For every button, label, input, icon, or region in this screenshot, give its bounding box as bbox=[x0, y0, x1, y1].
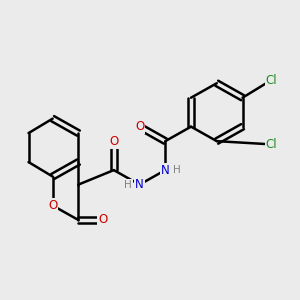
Text: O: O bbox=[109, 135, 119, 148]
Text: O: O bbox=[48, 199, 57, 212]
Text: Cl: Cl bbox=[266, 74, 277, 86]
Text: N: N bbox=[161, 164, 170, 177]
Text: N: N bbox=[135, 178, 144, 191]
Text: O: O bbox=[135, 120, 144, 133]
Text: H: H bbox=[173, 165, 180, 175]
Text: H: H bbox=[124, 180, 132, 190]
Text: O: O bbox=[98, 214, 107, 226]
Text: Cl: Cl bbox=[266, 138, 277, 151]
